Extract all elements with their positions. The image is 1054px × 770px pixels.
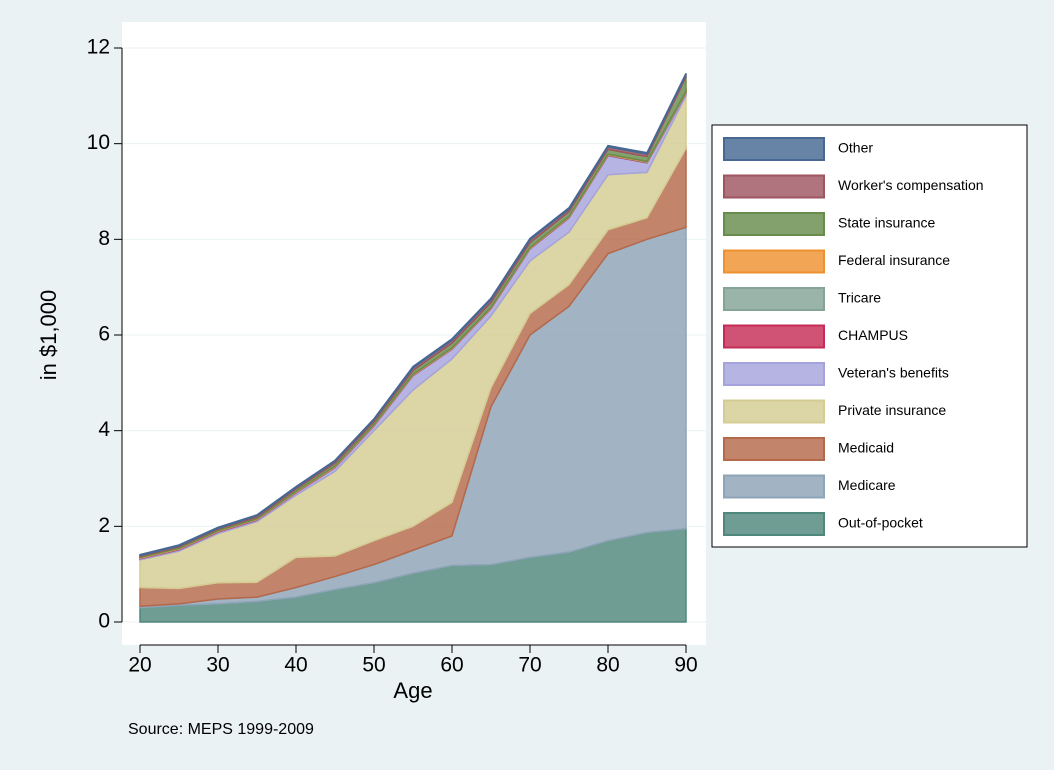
- x-tick-label: 30: [206, 654, 229, 677]
- legend-key: [723, 362, 825, 386]
- y-tick-label: 8: [98, 227, 110, 250]
- legend-key: [723, 249, 825, 274]
- x-axis-title: Age: [393, 678, 432, 703]
- x-tick-label: 90: [674, 654, 697, 677]
- legend-key: [723, 324, 825, 349]
- x-tick-label: 20: [128, 654, 151, 677]
- legend-label: CHAMPUS: [838, 327, 908, 343]
- legend-label: Private insurance: [838, 402, 946, 418]
- legend-label: Medicaid: [838, 440, 894, 456]
- legend-label: Federal insurance: [838, 252, 950, 268]
- x-tick-label: 40: [284, 654, 307, 677]
- legend-label: Other: [838, 140, 873, 156]
- y-axis-title: in $1,000: [36, 290, 61, 381]
- legend-label: Worker's compensation: [838, 177, 984, 193]
- x-tick-label: 50: [362, 654, 385, 677]
- x-tick-label: 80: [596, 654, 619, 677]
- legend-key: [723, 512, 825, 536]
- source-note: Source: MEPS 1999-2009: [128, 721, 314, 738]
- y-tick-label: 0: [98, 610, 110, 633]
- legend-label: Medicare: [838, 477, 896, 493]
- y-tick-label: 4: [98, 418, 110, 441]
- legend-key: [723, 174, 825, 199]
- y-tick-label: 2: [98, 514, 110, 537]
- legend-label: Tricare: [838, 290, 881, 306]
- y-tick-label: 6: [98, 323, 110, 346]
- x-tick-label: 70: [518, 654, 541, 677]
- legend-key: [723, 474, 825, 499]
- legend-key: [723, 399, 825, 424]
- legend-key: [723, 437, 825, 461]
- legend-label: Veteran's benefits: [838, 365, 949, 381]
- legend-label: State insurance: [838, 215, 935, 231]
- legend-key: [723, 287, 825, 311]
- x-tick-label: 60: [440, 654, 463, 677]
- y-tick-label: 10: [87, 131, 110, 154]
- legend-key: [723, 137, 825, 161]
- area: [139, 73, 687, 557]
- legend-label: Out-of-pocket: [838, 515, 923, 531]
- legend-key: [723, 212, 825, 236]
- y-tick-label: 12: [87, 36, 110, 59]
